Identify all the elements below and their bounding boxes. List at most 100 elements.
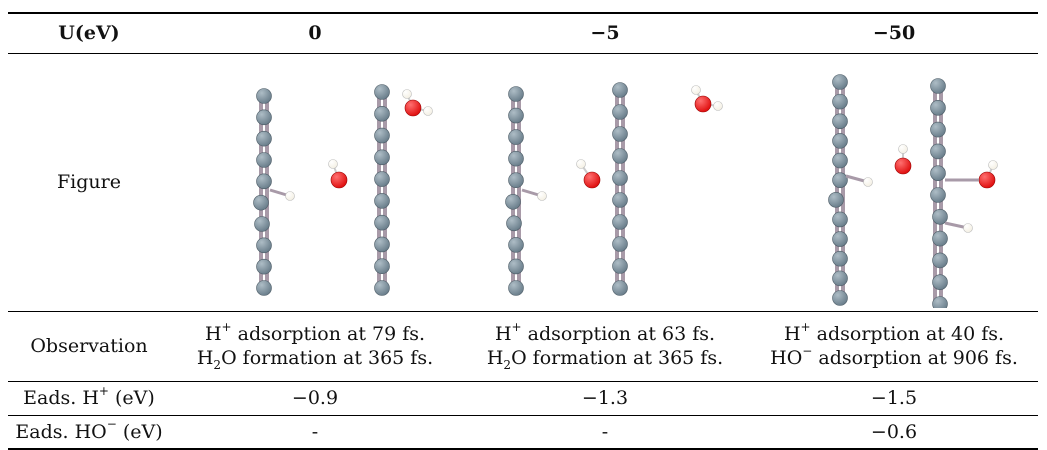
graphene-sheet-right-carbon-atom bbox=[930, 165, 946, 181]
graphene-sheet-left-carbon-atom bbox=[832, 152, 848, 169]
graphene-sheet-left-carbon-atom bbox=[508, 129, 524, 145]
graphene-sheet-left-carbon-atom bbox=[832, 93, 848, 110]
eads-ho-label: Eads. HO− (eV) bbox=[15, 417, 163, 443]
adsorbed-hydroxyl-right-oxygen-atom bbox=[978, 171, 996, 189]
eads-h-u0: −0.9 bbox=[291, 387, 339, 409]
water-top-right bbox=[691, 85, 723, 113]
observation-u-minus5-line1: H+ adsorption at 63 fs. bbox=[494, 319, 716, 345]
observation-u0-line1: H+ adsorption at 79 fs. bbox=[204, 319, 426, 345]
observation-row: Observation H+ adsorption at 79 fs. H2O … bbox=[8, 311, 1038, 381]
adsorbed-h-right bbox=[944, 221, 973, 233]
graphene-sheet-right-carbon-atom bbox=[374, 236, 390, 253]
hydroxyl-middle bbox=[576, 159, 601, 189]
graphene-sheet-left-carbon-atom bbox=[256, 152, 272, 168]
figure-u0 bbox=[170, 53, 460, 311]
graphene-sheet-left-carbon-atom bbox=[256, 88, 272, 104]
graphene-sheet-right-carbon-atom bbox=[374, 193, 390, 209]
hydroxyl-middle-hydrogen-atom bbox=[328, 159, 338, 169]
molecule-figure-u-minus50 bbox=[828, 74, 998, 308]
observation-u-minus5: H+ adsorption at 63 fs. H2O formation at… bbox=[460, 311, 750, 381]
graphene-sheet-left-carbon-atom bbox=[508, 172, 524, 189]
graphene-sheet-left-carbon-atom bbox=[256, 280, 272, 296]
hydroxyl-middle-oxygen-atom bbox=[894, 157, 912, 175]
observation-u-minus50-line2: HO− adsorption at 906 fs. bbox=[770, 343, 1018, 369]
graphene-sheet-left-carbon-atom bbox=[832, 74, 848, 90]
graphene-sheet-left-carbon-atom bbox=[256, 237, 272, 254]
adsorbed-h-left-hydrogen-atom bbox=[285, 191, 295, 201]
observation-u-minus5-line2: H2O formation at 365 fs. bbox=[486, 347, 724, 372]
hydroxyl-middle-oxygen-atom bbox=[330, 171, 348, 189]
figure-row-label: Figure bbox=[57, 171, 121, 193]
graphene-sheet-right-carbon-atom bbox=[374, 127, 390, 144]
hydroxyl-middle-oxygen-atom bbox=[583, 171, 601, 189]
header-u-0: 0 bbox=[308, 22, 322, 45]
observation-label: Observation bbox=[30, 335, 148, 357]
eads-ho-u-minus50: −0.6 bbox=[870, 420, 918, 443]
graphene-sheet-left-carbon-atom bbox=[505, 193, 521, 210]
graphene-sheet-right-carbon-atom bbox=[374, 171, 390, 187]
figure-u-minus5 bbox=[460, 53, 750, 311]
graphene-sheet-left-carbon-atom bbox=[254, 216, 270, 232]
graphene-sheet-left-carbon-atom bbox=[508, 86, 524, 102]
observation-u0-line2: H2O formation at 365 fs. bbox=[196, 347, 434, 372]
eads-ho-u-minus5: - bbox=[601, 420, 609, 443]
graphene-sheet-right bbox=[374, 84, 390, 296]
graphene-sheet-right-carbon-atom bbox=[612, 236, 628, 252]
graphene-sheet-right-carbon-atom bbox=[374, 149, 390, 166]
eads-h-u-minus50: −1.5 bbox=[870, 387, 918, 409]
water-top-right-hydrogen-atom bbox=[713, 101, 723, 111]
graphene-sheet-left bbox=[828, 74, 848, 306]
graphene-sheet-left-carbon-atom bbox=[508, 258, 524, 275]
graphene-sheet-right-carbon-atom bbox=[932, 230, 948, 247]
graphene-sheet-right-carbon-atom bbox=[930, 143, 946, 160]
graphene-sheet-right-carbon-atom bbox=[612, 258, 628, 274]
water-top-right-hydrogen-atom bbox=[423, 106, 433, 116]
eads-ho-row: Eads. HO− (eV) - - −0.6 bbox=[8, 415, 1038, 449]
hydroxyl-middle bbox=[328, 159, 348, 189]
water-top-right-hydrogen-atom bbox=[402, 89, 412, 99]
graphene-sheet-right-carbon-atom bbox=[612, 192, 628, 208]
adsorbed-h-left-hydrogen-atom bbox=[537, 191, 547, 201]
graphene-sheet-left-carbon-atom bbox=[832, 211, 848, 228]
graphene-sheet-left-carbon-atom bbox=[508, 107, 524, 124]
water-top-right-hydrogen-atom bbox=[691, 85, 701, 95]
adsorbed-h-left bbox=[521, 188, 547, 201]
header-u-minus5: −5 bbox=[590, 22, 620, 45]
graphene-sheet-left-carbon-atom bbox=[828, 192, 844, 208]
graphene-sheet-left-carbon-atom bbox=[832, 231, 848, 247]
graphene-sheet-right-carbon-atom bbox=[612, 126, 628, 142]
graphene-sheet-left-carbon-atom bbox=[832, 290, 848, 306]
graphene-sheet-left-carbon-atom bbox=[253, 194, 269, 211]
graphene-sheet-left-carbon-atom bbox=[256, 130, 272, 147]
graphene-sheet-right-carbon-atom bbox=[932, 209, 948, 225]
graphene-sheet-left-carbon-atom bbox=[508, 150, 524, 167]
graphene-sheet-right bbox=[612, 82, 628, 296]
hydroxyl-middle-hydrogen-atom bbox=[898, 144, 908, 154]
header-u-minus50: −50 bbox=[872, 22, 916, 45]
graphene-sheet-left-carbon-atom bbox=[832, 133, 848, 149]
eads-ho-u0: - bbox=[311, 420, 319, 443]
graphene-sheet-left-carbon-atom bbox=[832, 113, 848, 130]
graphene-sheet-right-carbon-atom bbox=[374, 258, 390, 275]
water-top-right-oxygen-atom bbox=[404, 99, 422, 117]
water-top-right-oxygen-atom bbox=[694, 95, 712, 113]
graphene-sheet-left-carbon-atom bbox=[832, 250, 848, 267]
graphene-sheet-left-carbon-atom bbox=[506, 215, 522, 232]
graphene-sheet-right-carbon-atom bbox=[612, 82, 628, 98]
results-table: U(eV) 0 −5 −50 Figure Observation H+ ads… bbox=[8, 12, 1038, 450]
hydroxyl-middle bbox=[894, 144, 912, 175]
observation-u-minus50: H+ adsorption at 40 fs. HO− adsorption a… bbox=[750, 311, 1038, 381]
graphene-sheet-right-carbon-atom bbox=[930, 121, 946, 138]
graphene-sheet-right-carbon-atom bbox=[374, 280, 390, 296]
adsorbed-h-left-hydrogen-atom bbox=[863, 177, 873, 187]
figure-u-minus50 bbox=[750, 53, 1038, 311]
hydroxyl-middle-hydrogen-atom bbox=[576, 159, 586, 169]
adsorbed-h-right-hydrogen-atom bbox=[963, 223, 973, 233]
graphene-sheet-right-carbon-atom bbox=[930, 99, 946, 116]
adsorbed-h-left bbox=[269, 188, 295, 201]
eads-h-label: Eads. H+ (eV) bbox=[23, 383, 155, 409]
graphene-sheet-left-carbon-atom bbox=[256, 173, 272, 190]
adsorbed-h-left bbox=[845, 174, 873, 187]
graphene-sheet-left-carbon-atom bbox=[256, 109, 272, 126]
